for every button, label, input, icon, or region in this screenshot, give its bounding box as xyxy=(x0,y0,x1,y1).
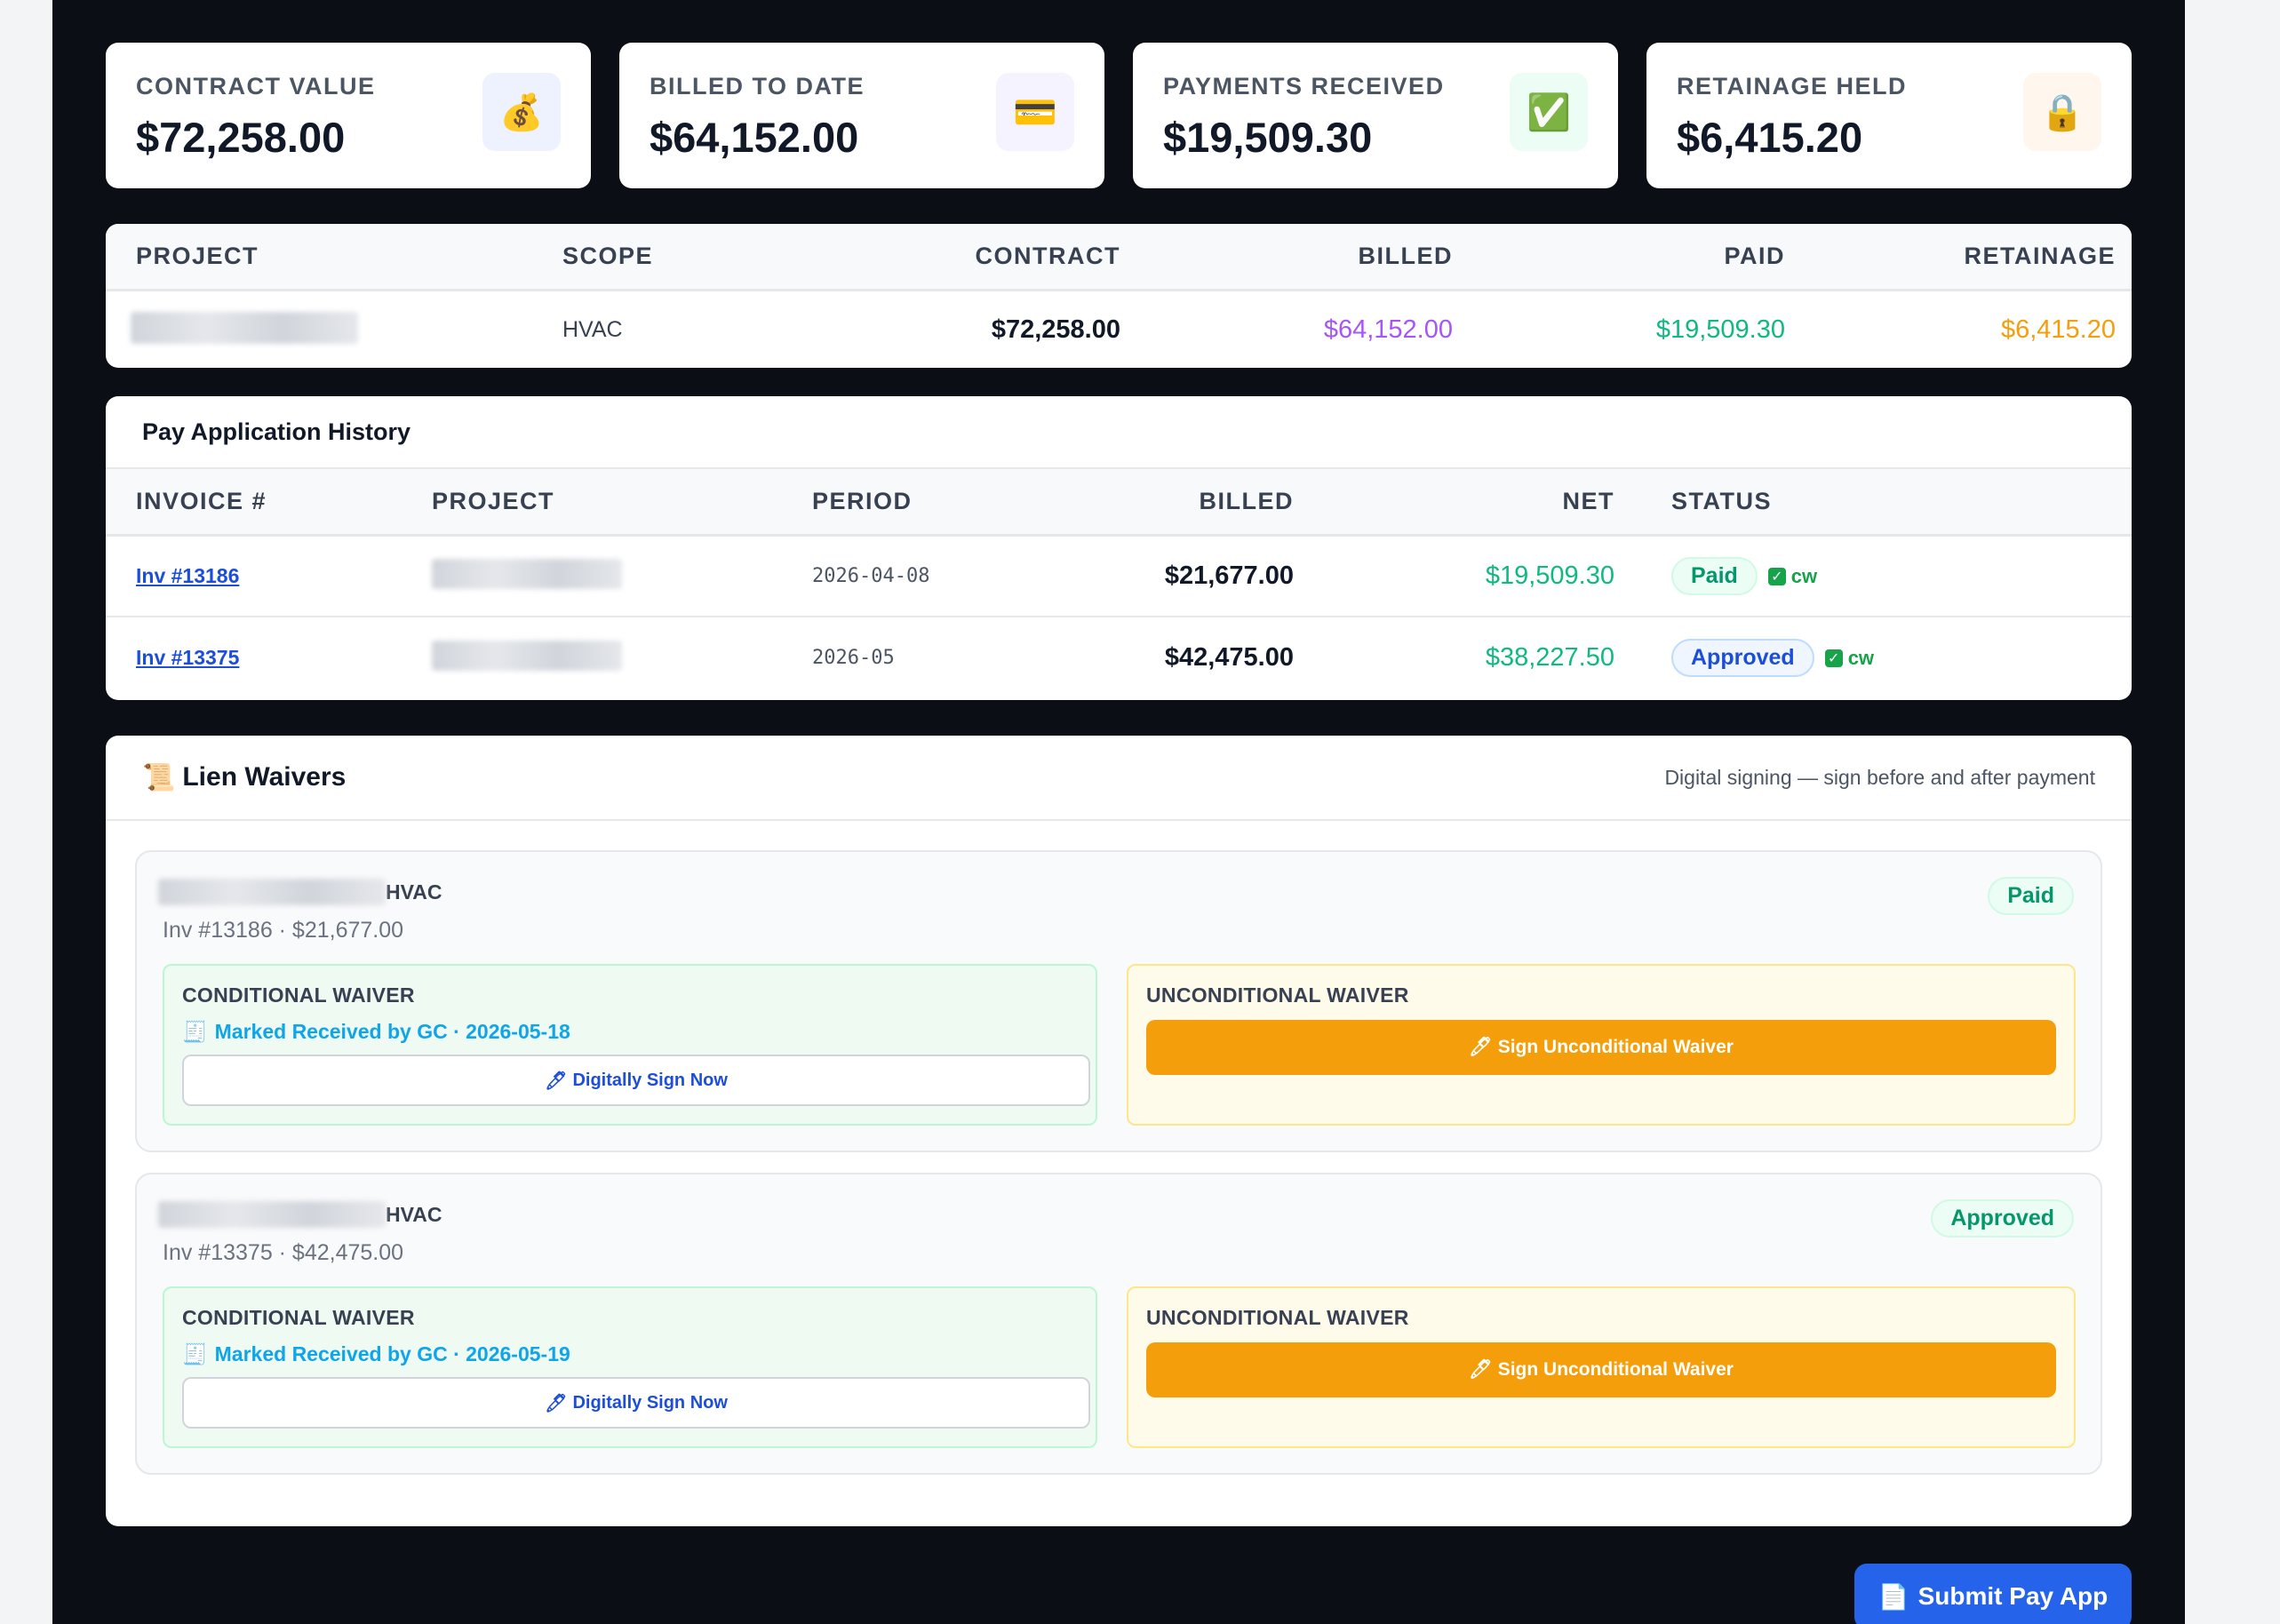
lien-waivers-header: 📜 Lien Waivers Digital signing — sign be… xyxy=(106,736,2132,821)
lien-waivers-title: Lien Waivers xyxy=(182,762,347,792)
table-header: PROJECT SCOPE CONTRACT BILLED PAID RETAI… xyxy=(106,224,2132,291)
lien-waivers-panel: 📜 Lien Waivers Digital signing — sign be… xyxy=(106,736,2132,1526)
lien-waivers-subtitle: Digital signing — sign before and after … xyxy=(1664,765,2095,789)
credit-card-icon: 💳 xyxy=(996,73,1074,151)
column-header-billed: BILLED xyxy=(1199,488,1294,514)
project-name-redacted xyxy=(432,641,622,671)
check-icon: ✓ xyxy=(1767,567,1786,585)
history-table-header: INVOICE # PROJECT PERIOD BILLED NET STAT… xyxy=(106,469,2132,537)
column-header-project: PROJECT xyxy=(432,488,555,514)
money-bag-icon: 💰 xyxy=(482,73,561,151)
waiver-card: HVAC Inv #13375 · $42,475.00 Approved CO… xyxy=(135,1173,2102,1475)
billed-cell: $21,677.00 xyxy=(1164,561,1294,590)
stat-value: $64,152.00 xyxy=(650,114,859,161)
stat-cards: CONTRACT VALUE $72,258.00 💰 BILLED TO DA… xyxy=(106,43,2132,188)
scope-cell: HVAC xyxy=(562,316,623,342)
marked-received-text: Marked Received by GC · 2026-05-18 xyxy=(214,1020,570,1043)
conditional-waiver-title: CONDITIONAL WAIVER xyxy=(182,1306,415,1329)
paid-cell: $19,509.30 xyxy=(1655,314,1785,344)
status-badge: Paid xyxy=(1671,557,1758,595)
unconditional-waiver-title: UNCONDITIONAL WAIVER xyxy=(1146,1306,1409,1329)
conditional-waiver-panel: CONDITIONAL WAIVER 🧾 Marked Received by … xyxy=(163,1286,1097,1448)
stat-card-billed-to-date: BILLED TO DATE $64,152.00 💳 xyxy=(619,43,1104,188)
status-badge: Approved xyxy=(1931,1199,2074,1238)
project-name-redacted xyxy=(131,311,358,344)
retainage-cell: $6,415.20 xyxy=(2000,314,2116,344)
column-header-invoice: INVOICE # xyxy=(136,488,267,514)
cw-indicator: cw xyxy=(1790,564,1818,587)
lock-icon: 🔒 xyxy=(2023,73,2101,151)
stat-card-contract-value: CONTRACT VALUE $72,258.00 💰 xyxy=(106,43,591,188)
stat-label: BILLED TO DATE xyxy=(650,73,865,100)
net-cell: $19,509.30 xyxy=(1485,561,1614,590)
stat-value: $19,509.30 xyxy=(1163,114,1373,161)
conditional-waiver-title: CONDITIONAL WAIVER xyxy=(182,983,415,1007)
column-header-status: STATUS xyxy=(1671,488,1772,514)
marked-received-text: Marked Received by GC · 2026-05-19 xyxy=(214,1342,570,1365)
check-icon: ✓ xyxy=(1824,649,1843,667)
invoice-link[interactable]: Inv #13186 xyxy=(136,564,240,587)
pay-application-history: Pay Application History INVOICE # PROJEC… xyxy=(106,396,2132,700)
digitally-sign-now-button[interactable]: 🖊 Digitally Sign Now xyxy=(182,1377,1090,1429)
status-cell: Paid ✓ cw xyxy=(1614,557,1899,595)
billed-cell: $42,475.00 xyxy=(1164,643,1294,672)
pen-icon: 🖊 xyxy=(545,1393,568,1413)
contract-cell: $72,258.00 xyxy=(991,314,1120,344)
sign-unconditional-waiver-button[interactable]: 🖊 Sign Unconditional Waiver xyxy=(1146,1020,2056,1075)
column-header-scope: SCOPE xyxy=(562,243,654,269)
status-badge: Paid xyxy=(1988,877,2074,915)
table-row: Inv #13375 2026-05 $42,475.00 $38,227.50… xyxy=(106,617,2132,698)
waiver-invoice-line: Inv #13375 · $42,475.00 xyxy=(163,1240,404,1265)
stat-label: PAYMENTS RECEIVED xyxy=(1163,73,1445,100)
waiver-invoice-line: Inv #13186 · $21,677.00 xyxy=(163,918,404,943)
project-summary-table: PROJECT SCOPE CONTRACT BILLED PAID RETAI… xyxy=(106,224,2132,368)
column-header-project: PROJECT xyxy=(136,243,259,269)
unconditional-waiver-panel: UNCONDITIONAL WAIVER 🖊 Sign Unconditiona… xyxy=(1127,1286,2076,1448)
table-row: HVAC $72,258.00 $64,152.00 $19,509.30 $6… xyxy=(106,291,2132,368)
project-name-redacted xyxy=(158,1201,386,1228)
stat-value: $6,415.20 xyxy=(1677,114,1863,161)
net-cell: $38,227.50 xyxy=(1485,643,1614,672)
period-cell: 2026-04-08 xyxy=(812,565,930,587)
pen-icon: 🖊 xyxy=(545,1071,568,1091)
column-header-contract: CONTRACT xyxy=(975,243,1120,269)
unconditional-waiver-title: UNCONDITIONAL WAIVER xyxy=(1146,983,1409,1007)
status-cell: Approved ✓ cw xyxy=(1614,639,1899,677)
cw-indicator: cw xyxy=(1847,646,1875,669)
stat-card-payments-received: PAYMENTS RECEIVED $19,509.30 ✅ xyxy=(1133,43,1618,188)
stat-value: $72,258.00 xyxy=(136,114,346,161)
project-name-redacted xyxy=(432,559,622,589)
stat-card-retainage-held: RETAINAGE HELD $6,415.20 🔒 xyxy=(1646,43,2132,188)
stat-label: RETAINAGE HELD xyxy=(1677,73,1908,100)
history-title: Pay Application History xyxy=(106,396,2132,469)
submit-pay-app-button[interactable]: 📄 Submit Pay App xyxy=(1854,1564,2132,1624)
digitally-sign-now-button[interactable]: 🖊 Digitally Sign Now xyxy=(182,1055,1090,1106)
column-header-billed: BILLED xyxy=(1358,243,1453,269)
pen-icon: 🖊 xyxy=(1469,1037,1493,1057)
column-header-paid: PAID xyxy=(1724,243,1785,269)
pen-icon: 🖊 xyxy=(1469,1359,1493,1380)
waiver-scope: HVAC xyxy=(386,1202,442,1226)
document-icon: 📄 xyxy=(1877,1582,1909,1611)
waiver-card: HVAC Inv #13186 · $21,677.00 Paid CONDIT… xyxy=(135,850,2102,1152)
sign-unconditional-waiver-button[interactable]: 🖊 Sign Unconditional Waiver xyxy=(1146,1342,2056,1397)
waiver-scope: HVAC xyxy=(386,880,442,904)
conditional-waiver-panel: CONDITIONAL WAIVER 🧾 Marked Received by … xyxy=(163,964,1097,1126)
status-badge: Approved xyxy=(1671,639,1814,677)
unconditional-waiver-panel: UNCONDITIONAL WAIVER 🖊 Sign Unconditiona… xyxy=(1127,964,2076,1126)
project-name-redacted xyxy=(158,879,386,905)
stat-label: CONTRACT VALUE xyxy=(136,73,376,100)
invoice-link[interactable]: Inv #13375 xyxy=(136,646,240,669)
main-content: CONTRACT VALUE $72,258.00 💰 BILLED TO DA… xyxy=(106,43,2132,1526)
receipt-icon: 🧾 xyxy=(182,1020,208,1043)
check-mark-icon: ✅ xyxy=(1510,73,1588,151)
table-row: Inv #13186 2026-04-08 $21,677.00 $19,509… xyxy=(106,537,2132,617)
column-header-retainage: RETAINAGE xyxy=(1964,243,2116,269)
billed-cell: $64,152.00 xyxy=(1323,314,1453,344)
receipt-icon: 🧾 xyxy=(182,1342,208,1365)
column-header-period: PERIOD xyxy=(812,488,913,514)
column-header-net: NET xyxy=(1562,488,1614,514)
period-cell: 2026-05 xyxy=(812,647,895,669)
scroll-icon: 📜 xyxy=(142,762,176,792)
